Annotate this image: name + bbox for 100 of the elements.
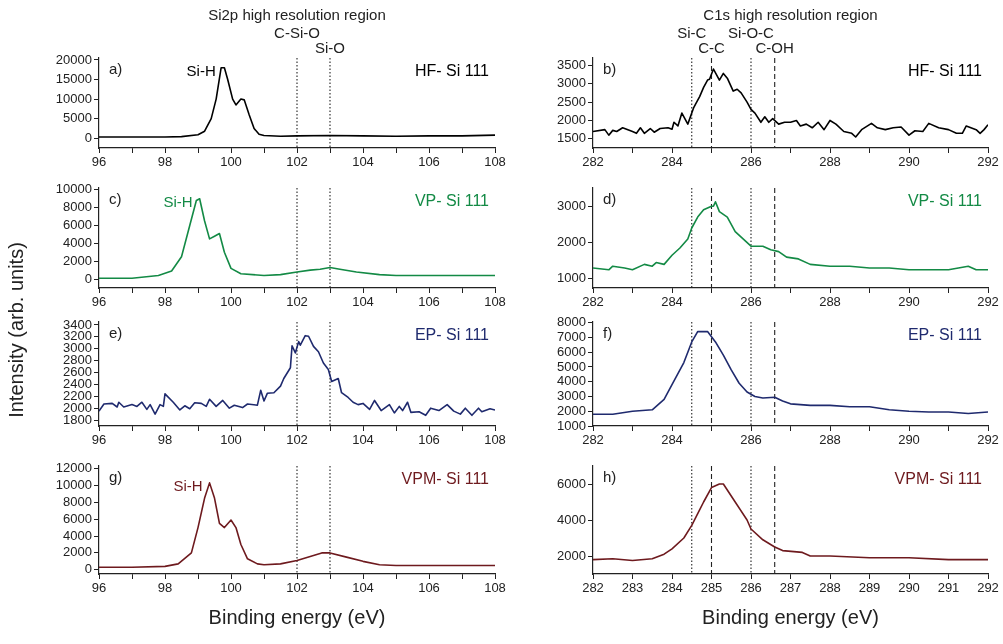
x-tick-label: 98	[157, 154, 173, 170]
x-tick-label: 290	[898, 294, 920, 310]
x-tick-label: 282	[582, 154, 604, 170]
annotation: h)	[603, 468, 617, 486]
x-tick-label: 100	[220, 154, 242, 170]
y-tick-label: 8000	[557, 314, 586, 330]
chart-title: C1s high resolution region	[703, 6, 878, 23]
x-tick-label: 98	[157, 432, 173, 448]
y-tick-label: 6000	[557, 475, 586, 491]
annotation: c)	[109, 190, 122, 208]
x-tick-label: 104	[352, 432, 374, 448]
x-tick-label: 286	[740, 580, 762, 596]
x-tick-label: 288	[819, 154, 841, 170]
x-tick-label: 108	[484, 154, 506, 170]
y-tick-label: 0	[84, 561, 92, 577]
y-tick-label: 2000	[557, 234, 586, 250]
x-tick-label: 292	[977, 432, 999, 448]
x-tick-label: 283	[621, 580, 644, 596]
y-tick-label: 4000	[63, 527, 92, 543]
y-tick-label: 4000	[557, 373, 586, 389]
x-tick-label: 106	[418, 580, 440, 596]
y-tick-label: 4000	[557, 511, 586, 527]
x-tick-label: 102	[286, 294, 308, 310]
x-tick-label: 108	[484, 580, 506, 596]
y-tick-label: 10000	[55, 476, 92, 492]
y-tick-label: 10000	[55, 181, 92, 197]
text: HF- Si 111	[907, 62, 983, 80]
y-tick-label: 15000	[55, 71, 92, 87]
ref-line-label: C-OH	[755, 39, 794, 57]
y-tick-label: 2500	[557, 93, 586, 109]
ref-line-label: Si-O	[315, 39, 345, 57]
x-tick-label: 285	[700, 580, 723, 596]
y-axis-title: Intensity (arb. units)	[4, 242, 28, 418]
x-tick-label: 96	[91, 294, 107, 310]
annotation: Si-H	[173, 477, 203, 495]
y-tick-label: 8000	[63, 493, 92, 509]
text: VP- Si 111	[907, 192, 983, 210]
x-tick-label: 286	[740, 294, 762, 310]
y-tick-label: 4000	[63, 234, 92, 250]
text: HF- Si 111	[414, 62, 490, 80]
x-tick-label: 104	[352, 294, 374, 310]
text: VPM- Si 111	[894, 470, 983, 488]
x-tick-label: 282	[582, 580, 604, 596]
chart-title: Si2p high resolution region	[208, 6, 386, 23]
x-tick-label: 288	[819, 432, 841, 448]
text: EP- Si 111	[907, 326, 983, 344]
x-tick-label: 104	[352, 580, 374, 596]
y-tick-label: 3500	[557, 56, 586, 72]
y-tick-label: 7000	[557, 329, 586, 345]
x-tick-label: 284	[661, 294, 683, 310]
annotation: f)	[603, 324, 613, 342]
x-tick-label: 106	[418, 154, 440, 170]
text: VPM- Si 111	[401, 470, 490, 488]
x-tick-label: 108	[484, 432, 506, 448]
x-tick-label: 288	[819, 294, 841, 310]
y-tick-label: 6000	[63, 510, 92, 526]
y-tick-label: 10000	[55, 90, 92, 106]
x-tick-label: 282	[582, 294, 604, 310]
x-tick-label: 96	[91, 432, 107, 448]
x-tick-label: 100	[220, 294, 242, 310]
y-tick-label: 5000	[557, 358, 586, 374]
x-tick-label: 284	[661, 432, 683, 448]
x-tick-label: 290	[898, 580, 920, 596]
y-tick-label: 1000	[557, 270, 586, 286]
y-tick-label: 6000	[557, 343, 586, 359]
x-tick-label: 289	[858, 580, 881, 596]
x-tick-label: 292	[977, 154, 999, 170]
x-tick-label: 102	[286, 154, 308, 170]
x-tick-label: 284	[661, 580, 683, 596]
x-tick-label: 100	[220, 432, 242, 448]
annotation: d)	[603, 190, 617, 208]
text: VP- Si 111	[414, 192, 490, 210]
y-tick-label: 0	[84, 129, 92, 145]
x-tick-label: 290	[898, 432, 920, 448]
x-tick-label: 96	[91, 154, 107, 170]
y-tick-label: 20000	[55, 51, 92, 67]
y-tick-label: 1000	[557, 417, 586, 433]
x-tick-label: 291	[937, 580, 960, 596]
y-tick-label: 5000	[63, 110, 92, 126]
x-tick-label: 286	[740, 154, 762, 170]
y-tick-label: 8000	[63, 199, 92, 215]
y-tick-label: 2000	[557, 547, 586, 563]
y-tick-label: 2000	[63, 544, 92, 560]
x-tick-label: 106	[418, 294, 440, 310]
annotation: Si-H	[186, 61, 216, 79]
x-tick-label: 98	[157, 294, 173, 310]
ref-line-label: Si-O-C	[728, 24, 775, 42]
x-tick-label: 286	[740, 432, 762, 448]
x-tick-label: 292	[977, 294, 999, 310]
annotation: e)	[109, 324, 123, 342]
annotation: Si-H	[163, 192, 193, 210]
annotation: g)	[109, 468, 123, 486]
text: EP- Si 111	[414, 326, 490, 344]
x-axis-title: Binding energy (eV)	[702, 606, 879, 629]
ref-line-label: Si-C	[677, 24, 707, 42]
x-tick-label: 102	[286, 580, 308, 596]
x-tick-label: 98	[157, 580, 173, 596]
y-tick-label: 12000	[55, 460, 92, 476]
ref-line-label: C-C	[698, 39, 725, 57]
x-tick-label: 108	[484, 294, 506, 310]
